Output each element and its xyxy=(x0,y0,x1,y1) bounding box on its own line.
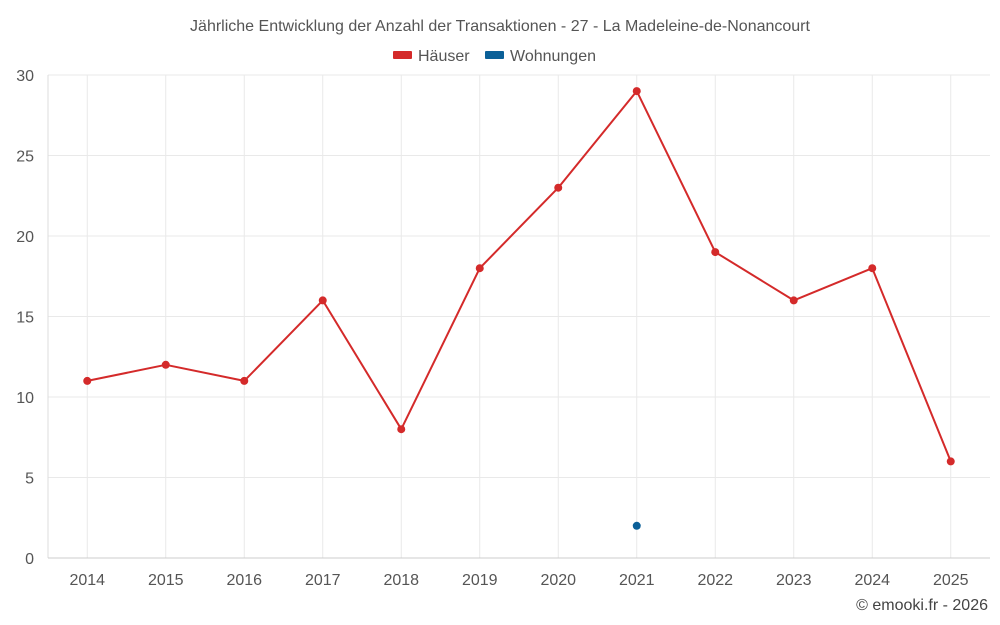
x-axis: 2014 2015 2016 2017 2018 2019 2020 2021 2022 2023… xyxy=(69,572,968,589)
x-tick-label: 2025 xyxy=(933,572,969,589)
y-axis: 0 5 10 15 20 25 30 xyxy=(16,68,34,568)
legend-swatch xyxy=(393,51,412,59)
x-tick-label: 2017 xyxy=(305,572,341,589)
x-tick-label: 2019 xyxy=(462,572,498,589)
x-tick-label: 2023 xyxy=(776,572,812,589)
chart-title: Jährliche Entwicklung der Anzahl der Tra… xyxy=(190,18,810,35)
x-tick-label: 2018 xyxy=(383,572,419,589)
y-tick-label: 0 xyxy=(25,551,34,568)
data-point[interactable] xyxy=(240,376,249,385)
data-point[interactable] xyxy=(946,457,955,466)
data-point[interactable] xyxy=(632,521,641,530)
y-tick-label: 10 xyxy=(16,390,34,407)
x-tick-label: 2024 xyxy=(854,572,890,589)
y-tick-label: 15 xyxy=(16,310,34,327)
plot-area xyxy=(83,87,955,530)
y-tick-label: 5 xyxy=(25,471,34,488)
data-point[interactable] xyxy=(632,87,641,96)
x-tick-label: 2021 xyxy=(619,572,655,589)
legend-label: Häuser xyxy=(418,48,470,65)
grid xyxy=(47,74,990,559)
legend-item[interactable]: Häuser xyxy=(393,48,470,65)
x-tick-label: 2020 xyxy=(540,572,576,589)
data-point[interactable] xyxy=(868,264,877,273)
series-line xyxy=(87,90,952,462)
data-point[interactable] xyxy=(161,360,170,369)
series-Häuser xyxy=(83,87,955,466)
series-Wohnungen xyxy=(632,521,641,530)
data-point[interactable] xyxy=(554,183,563,192)
data-point[interactable] xyxy=(318,296,327,305)
x-tick-label: 2014 xyxy=(69,572,105,589)
data-point[interactable] xyxy=(789,296,798,305)
data-point[interactable] xyxy=(83,376,92,385)
x-tick-label: 2016 xyxy=(226,572,262,589)
data-point[interactable] xyxy=(711,248,720,257)
legend-label: Wohnungen xyxy=(510,48,596,65)
credit: © emooki.fr - 2026 xyxy=(856,597,988,614)
x-tick-label: 2022 xyxy=(697,572,733,589)
legend[interactable]: Häuser Wohnungen xyxy=(393,48,596,65)
y-tick-label: 25 xyxy=(16,149,34,166)
data-point[interactable] xyxy=(397,425,406,434)
y-tick-label: 30 xyxy=(16,68,34,85)
y-tick-label: 20 xyxy=(16,229,34,246)
legend-swatch xyxy=(485,51,504,59)
x-tick-label: 2015 xyxy=(148,572,184,589)
legend-item[interactable]: Wohnungen xyxy=(485,48,596,65)
data-point[interactable] xyxy=(475,264,484,273)
